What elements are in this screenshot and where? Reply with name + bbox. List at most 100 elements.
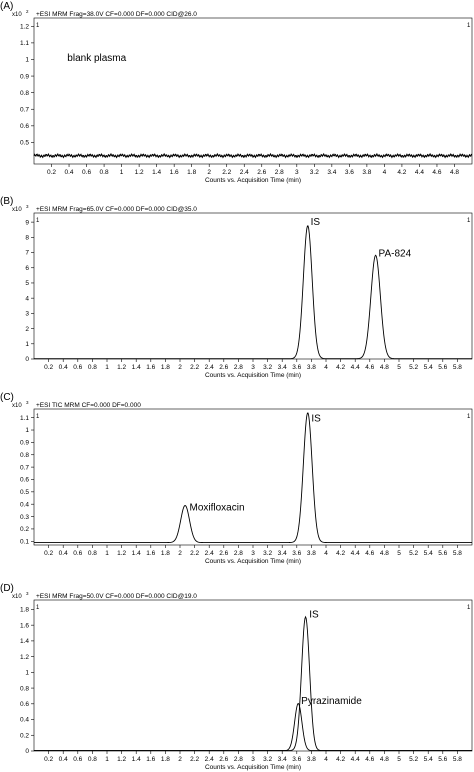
x-tick-label: 5.6 [438,756,447,763]
y-tick-label: 6 [25,265,29,272]
chromatogram-trace-1 [34,412,472,543]
x-tick-label: 2 [178,550,182,557]
x-tick-label: 5 [397,364,401,371]
peak-annotation: blank plasma [67,53,126,64]
x-tick-label: 0.6 [73,550,82,557]
x-tick-label: 1.2 [117,756,126,763]
x-tick-label: 0.4 [59,756,68,763]
x-tick-label: 4.4 [415,169,424,176]
x-tick-label: 4 [324,756,328,763]
corner-index-left: 1 [36,23,40,29]
chromatogram-header: +ESI MRM Frag=50.0V CF=0.000 DF=0.000 CI… [36,593,197,600]
x-tick-label: 4.8 [380,756,389,763]
x-tick-label: 5.4 [424,756,433,763]
x-tick-label: 3.4 [278,550,287,557]
y-tick-label: 0.3 [20,514,29,521]
y-tick-label: 4 [25,295,29,302]
x-tick-label: 1.8 [187,169,196,176]
x-tick-label: 1.8 [161,756,170,763]
x-tick-label: 5.2 [409,550,418,557]
x-tick-label: 0.6 [82,169,91,176]
y-tick-label: 0.9 [20,73,29,80]
y-tick-label: 1.4 [20,638,29,645]
x-tick-label: 0.2 [44,364,53,371]
y-tick-label: 0.4 [20,717,29,724]
x-tick-label: 3.2 [263,756,272,763]
y-tick-label: 0.7 [20,106,29,113]
x-tick-label: 2.2 [222,169,231,176]
x-tick-label: 4 [383,169,387,176]
plot-frame [33,408,473,546]
y-tick-label: 1.1 [20,415,29,422]
x-tick-label: 4.2 [336,364,345,371]
y-tick-label: 1.1 [20,40,29,47]
x-tick-label: 4.6 [365,364,374,371]
x-tick-label: 3.6 [292,550,301,557]
y-tick-label: 9 [25,219,29,226]
x-tick-label: 2.4 [205,550,214,557]
x-tick-label: 2.4 [205,756,214,763]
corner-index-left: 1 [36,605,40,611]
plot-frame [33,599,473,752]
x-tick-label: 2.6 [257,169,266,176]
x-tick-label: 3 [251,364,255,371]
chromatogram-header: +ESI TIC MRM CF=0.000 DF=0.000 [36,402,141,409]
corner-index-left: 1 [36,414,40,420]
peak-annotation: PA-824 [379,248,412,259]
x-tick-label: 2.8 [234,364,243,371]
x-tick-label: 4.6 [365,756,374,763]
y-exponent-power: 3 [26,204,29,209]
x-tick-label: 3.2 [263,550,272,557]
x-tick-label: 4.8 [450,169,459,176]
x-tick-label: 1.6 [170,169,179,176]
x-tick-label: 3.2 [310,169,319,176]
x-tick-label: 3.2 [263,364,272,371]
x-tick-label: 1.6 [146,550,155,557]
x-tick-label: 2.6 [219,550,228,557]
y-tick-label: 1.2 [20,23,29,30]
x-tick-label: 1.6 [146,364,155,371]
y-tick-label: 0.2 [20,526,29,533]
x-tick-label: 5.6 [438,550,447,557]
peak-annotation: IS [311,217,321,228]
y-exponent: x10 [12,594,22,600]
x-tick-label: 1 [105,364,109,371]
y-tick-label: 0.6 [20,477,29,484]
x-tick-label: 1.4 [132,550,141,557]
x-tick-label: 3.6 [292,756,301,763]
x-tick-label: 3 [251,756,255,763]
x-tick-label: 0.4 [65,169,74,176]
y-tick-label: 1 [25,427,29,434]
x-tick-label: 2.2 [190,550,199,557]
x-axis-title: Counts vs. Acquisition Time (min) [205,177,301,184]
x-tick-label: 5.8 [453,550,462,557]
x-tick-label: 4 [324,550,328,557]
x-tick-label: 4.6 [432,169,441,176]
x-tick-label: 5 [397,550,401,557]
chromatogram-trace-1 [33,152,472,159]
peak-annotation: Pyrazinamide [301,696,362,707]
x-tick-label: 5.4 [424,550,433,557]
y-tick-label: 1 [25,57,29,64]
x-tick-label: 2 [178,364,182,371]
y-tick-label: 0.2 [20,732,29,739]
plot-frame [33,212,473,360]
corner-index-right: 1 [467,605,471,611]
x-tick-label: 2.2 [190,364,199,371]
x-tick-label: 3.8 [307,756,316,763]
y-tick-label: 0.7 [20,464,29,471]
y-tick-label: 0.9 [20,440,29,447]
y-tick-label: 0.1 [20,538,29,545]
x-tick-label: 2.8 [234,550,243,557]
x-tick-label: 2.4 [240,169,249,176]
x-tick-label: 4.2 [336,550,345,557]
y-exponent-power: 2 [26,9,29,14]
x-tick-label: 4.4 [351,364,360,371]
y-tick-label: 3 [25,311,29,318]
corner-index-left: 1 [36,218,40,224]
x-tick-label: 0.8 [88,364,97,371]
y-tick-label: 2 [25,326,29,333]
x-tick-label: 2 [178,756,182,763]
y-tick-label: 0.6 [20,123,29,130]
